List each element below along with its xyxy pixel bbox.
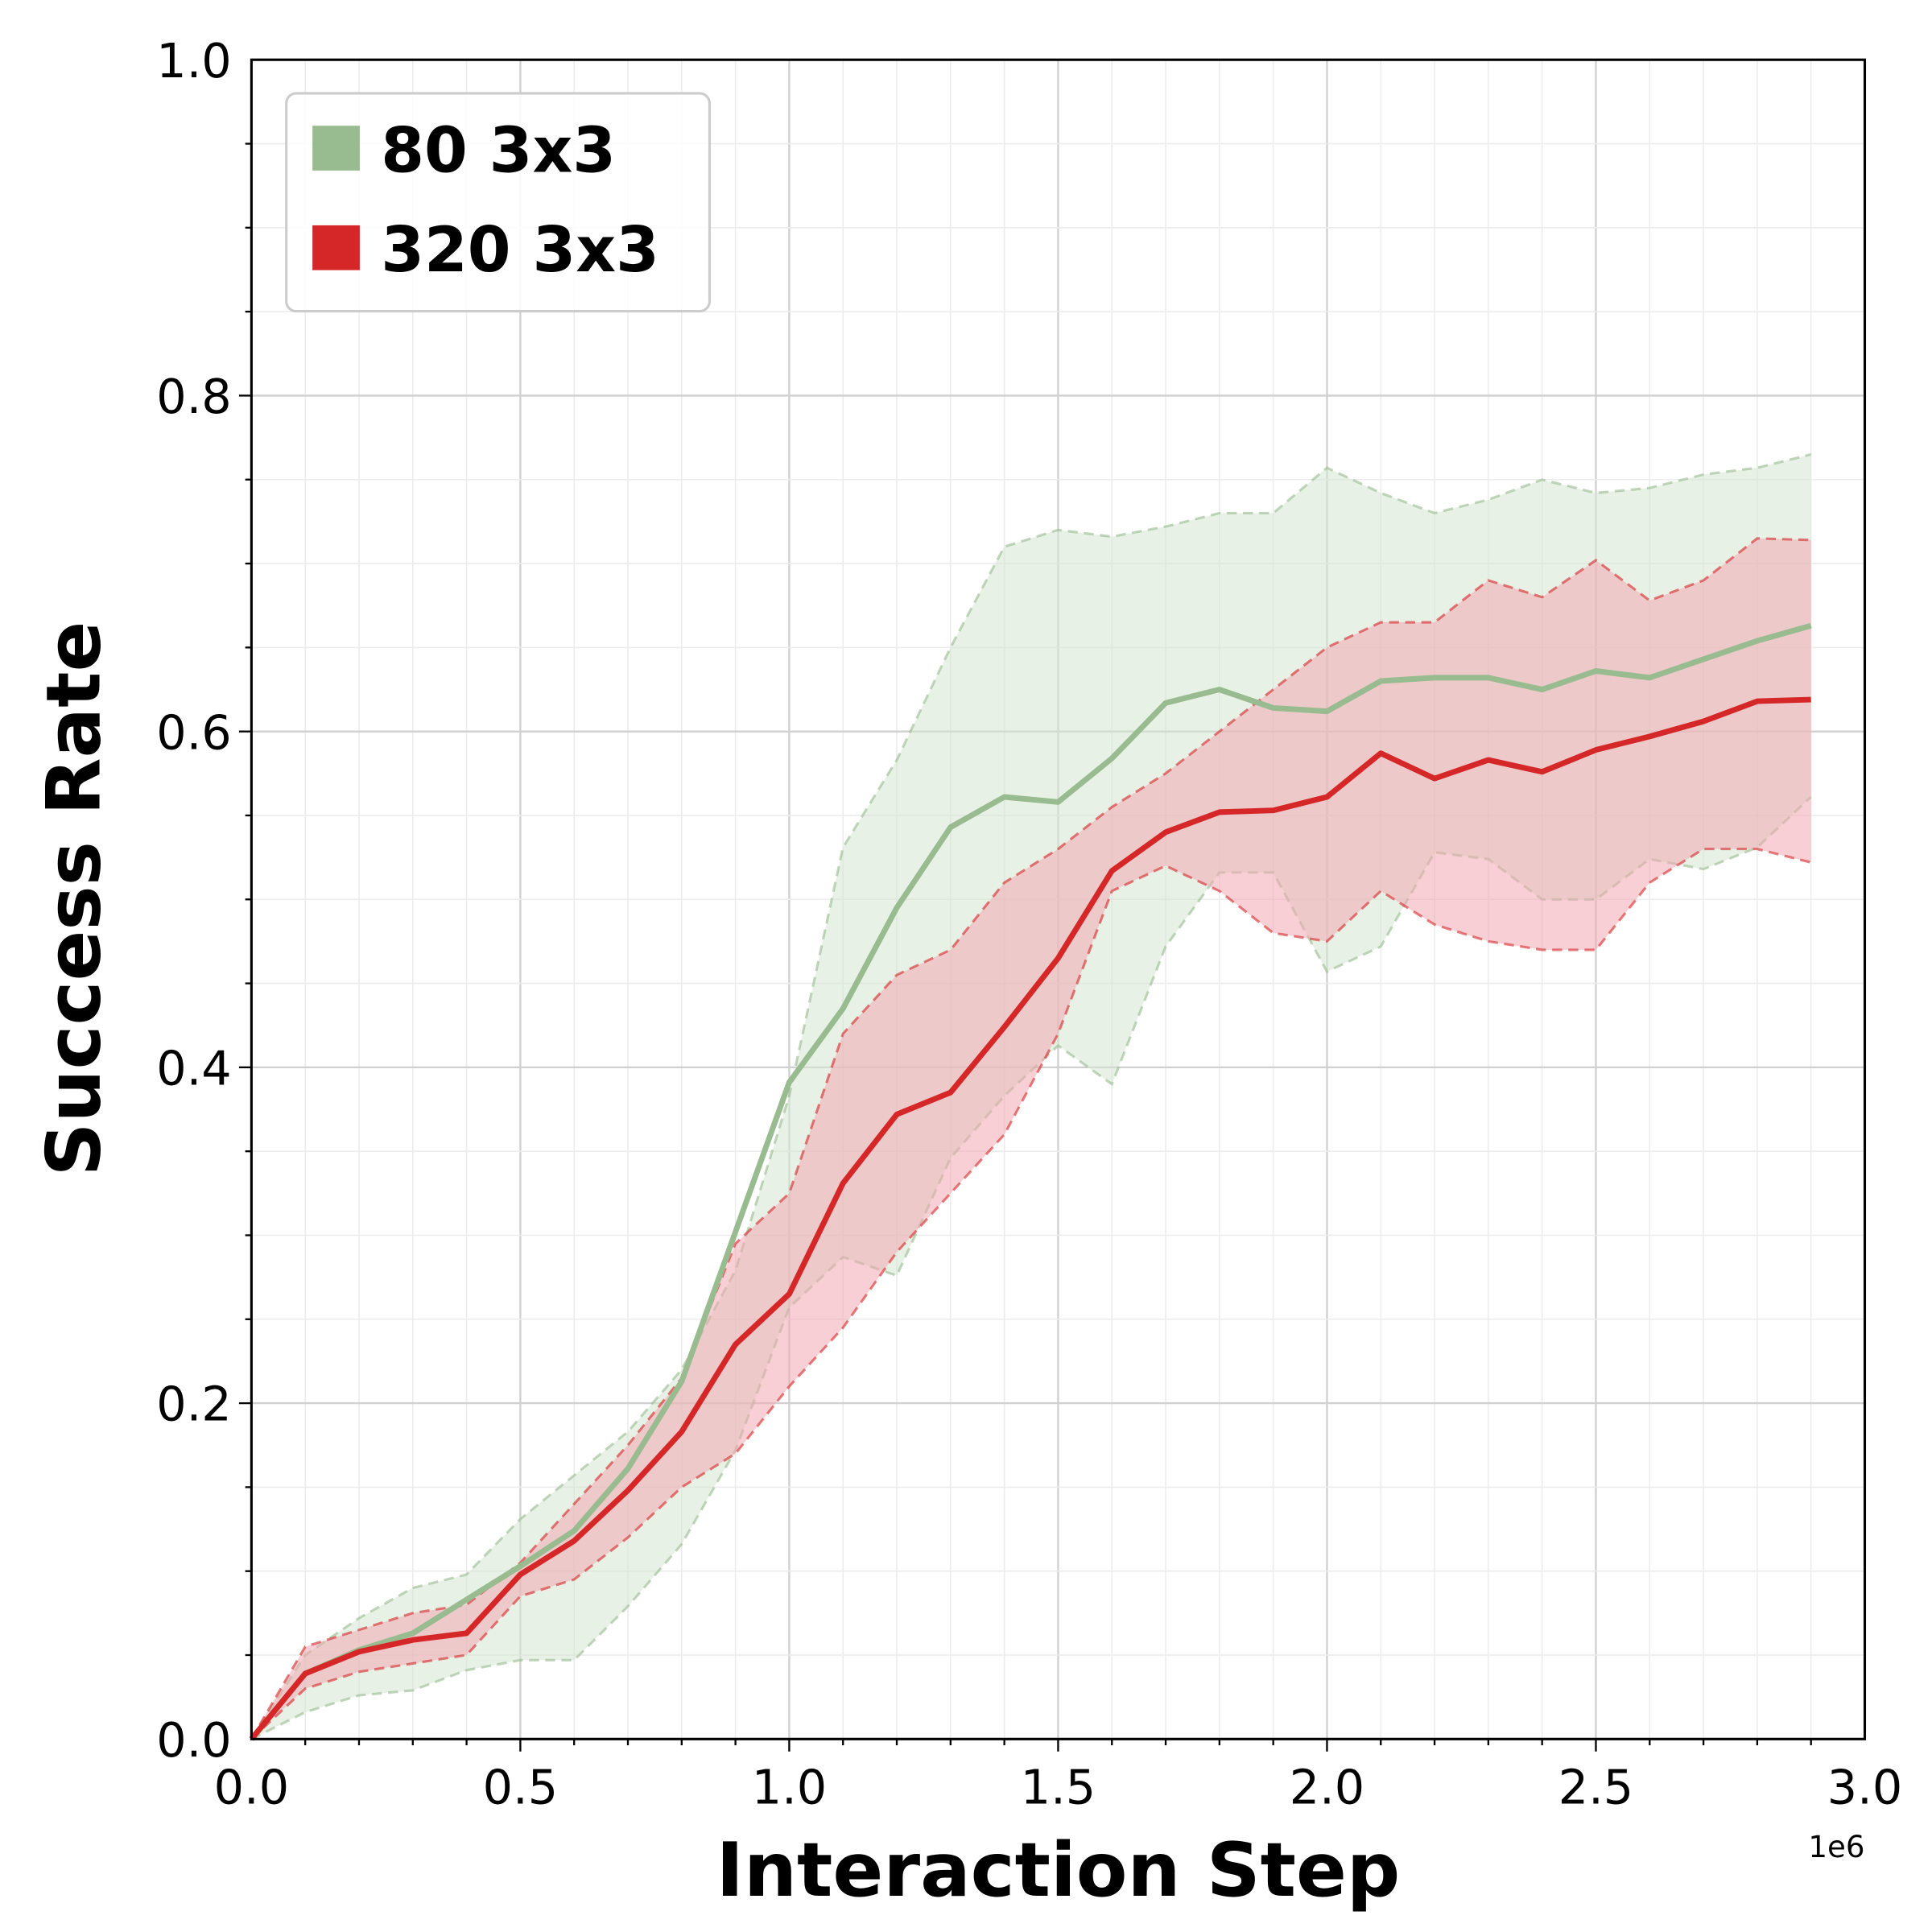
legend-swatch-80-3x3 — [312, 126, 360, 171]
axis-ticks: 0.0 0.5 1.0 1.5 2.0 2.5 3.0 0.0 0.2 0.4 0.6 0.8 1.0 — [156, 33, 1902, 1815]
y-axis-label: Success Rate — [31, 621, 118, 1177]
legend-label-80-3x3: 80 3x3 — [381, 114, 616, 187]
y-tick-label: 0.2 — [156, 1377, 231, 1432]
legend-swatch-320-3x3 — [312, 225, 360, 270]
series-lines — [249, 622, 1812, 1741]
confidence-bands — [250, 452, 1812, 1740]
x-tick-label: 2.5 — [1558, 1760, 1633, 1815]
x-axis-label: Interaction Step — [716, 1827, 1401, 1913]
legend-label-320-3x3: 320 3x3 — [381, 214, 659, 287]
x-tick-label: 0.0 — [214, 1760, 289, 1815]
mean-line-80-3x3 — [249, 622, 1812, 1741]
y-tick-label: 0.0 — [156, 1712, 231, 1768]
upper-bound-80-3x3 — [250, 452, 1812, 1740]
y-tick-label: 0.8 — [156, 369, 231, 424]
band-320-3x3 — [251, 538, 1811, 1740]
mean-line-320-3x3 — [249, 696, 1811, 1741]
lower-bound-320-3x3 — [250, 848, 1812, 1740]
x-tick-label: 1.5 — [1021, 1760, 1096, 1815]
x-tick-label: 0.5 — [483, 1760, 558, 1815]
y-tick-label: 0.6 — [156, 704, 231, 760]
legend-box — [285, 92, 711, 313]
x-offset-label: 1e6 — [1808, 1830, 1864, 1864]
y-tick-label: 0.4 — [156, 1041, 231, 1096]
y-tick-label: 1.0 — [156, 33, 231, 89]
x-tick-label: 2.0 — [1290, 1760, 1364, 1815]
x-tick-label: 3.0 — [1827, 1760, 1902, 1815]
legend: 80 3x3 320 3x3 — [285, 92, 711, 313]
x-tick-label: 1.0 — [752, 1760, 827, 1815]
